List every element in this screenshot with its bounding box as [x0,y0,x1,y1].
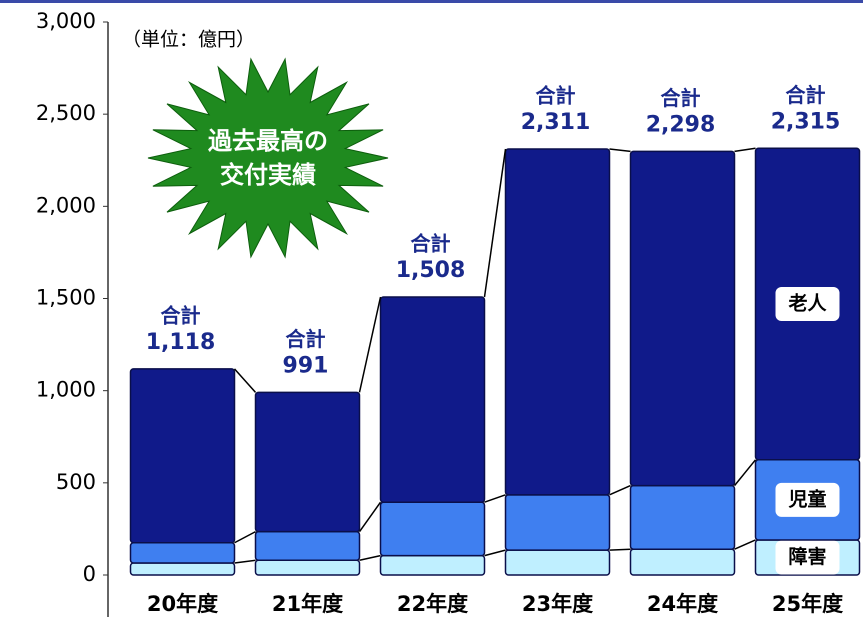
connector [733,459,757,487]
total-caption: 合計 [536,84,576,108]
label-box [775,287,840,322]
total-caption: 合計 [786,83,826,107]
x-tick-label: 25年度 [772,592,843,616]
callout-line: 交付実績 [220,161,316,189]
total-label: 2,298 [646,112,716,137]
starburst [147,57,389,259]
bar-segment [129,368,236,544]
connector [609,548,631,551]
bar-segment [129,562,236,576]
callout-line: 過去最高の [208,127,328,155]
x-tick-label: 24年度 [647,592,718,616]
bar-segment [629,484,736,550]
bar-segment [504,549,611,576]
bar-segment [379,554,486,576]
total-label: 991 [283,353,329,378]
connector [609,484,631,496]
connector [483,148,507,298]
total-label: 1,508 [396,258,466,283]
y-tick-label: 3,000 [36,9,96,33]
connector [734,147,756,153]
x-tick-label: 23年度 [522,592,593,616]
total-caption: 合計 [286,327,326,351]
y-tick-label: 2,000 [36,193,96,217]
connector [358,501,382,533]
label-box [775,540,840,575]
series-label: 老人 [788,292,827,315]
top-border [0,0,863,3]
bar-segment [254,530,361,562]
connector [358,296,382,393]
bar-segment [629,548,736,576]
total-caption: 合計 [161,303,201,327]
total-label: 2,315 [771,109,841,134]
y-tick-label: 1,000 [36,378,96,402]
bar-segment [254,391,361,533]
total-label: 2,311 [521,110,591,135]
x-tick-label: 20年度 [147,592,218,616]
connector [234,559,256,564]
series-label: 児童 [787,487,826,510]
y-tick-label: 1,500 [36,286,96,310]
connector [484,494,506,503]
bar-segment [504,494,611,551]
y-tick-label: 500 [56,470,96,494]
bar-segment [504,148,611,496]
connector [233,368,257,393]
bar-segment [379,501,486,557]
connector [359,554,381,561]
series-label: 障害 [788,545,826,568]
label-box [775,482,840,517]
y-tick-label: 2,500 [36,101,96,125]
total-caption: 合計 [411,232,451,256]
x-tick-label: 21年度 [272,592,343,616]
total-caption: 合計 [661,86,701,110]
bar-segment [629,150,736,487]
y-tick-label: 0 [83,562,96,586]
connector [484,549,506,557]
x-tick-label: 22年度 [397,592,468,616]
unit-note: （単位：億円） [122,29,255,51]
connector [609,148,631,153]
connector [734,539,756,550]
total-label: 1,118 [146,330,216,355]
connector [234,531,256,544]
bar-segment [129,541,236,564]
bar-segment [379,296,486,503]
bar-segment [254,559,361,576]
